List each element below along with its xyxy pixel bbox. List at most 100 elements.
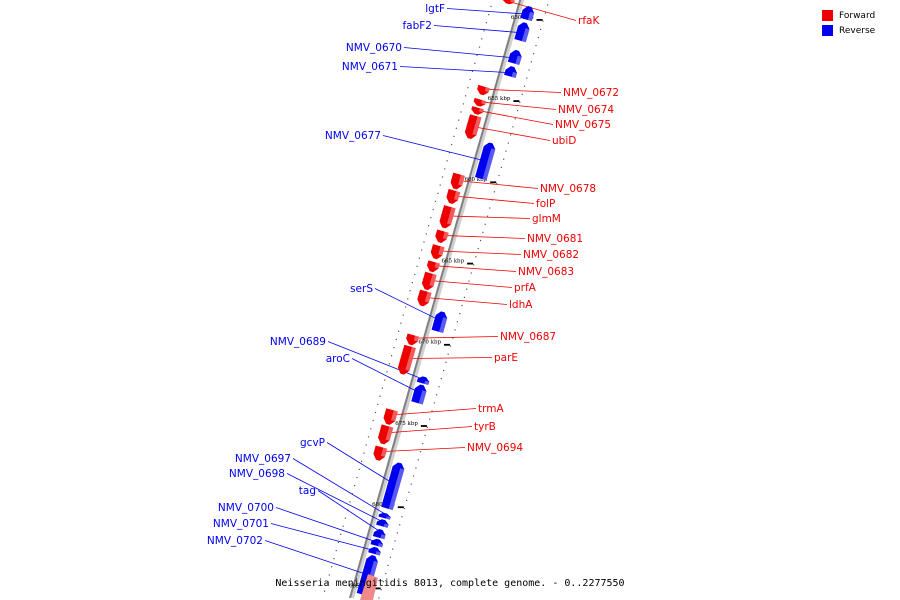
gene-aroc-arrow[interactable]: [411, 384, 427, 405]
gene-labels: lgtF fabF2 rfaK NMV_0670 NMV_0671 NMV_0672 NMV…: [207, 3, 619, 547]
gene-arrow-body: [473, 97, 487, 107]
gene-folp-arrow[interactable]: [446, 188, 461, 204]
gene-lgtf-arrow[interactable]: [520, 6, 535, 22]
coordinate-dot: [377, 403, 379, 405]
coordinate-dot: [386, 371, 388, 373]
gene-nmv_0683-arrow[interactable]: [427, 260, 440, 273]
gene-pare-arrow[interactable]: [397, 344, 416, 375]
gene-label-nmv_0683[interactable]: NMV_0683: [518, 266, 574, 278]
gene-nmv_0672-arrow[interactable]: [477, 84, 490, 96]
gene-label-lgtf[interactable]: lgtF: [425, 3, 445, 15]
coordinate-dot: [523, 85, 526, 87]
coordinate-dot: [473, 264, 475, 266]
coordinate-dot: [351, 493, 353, 495]
gene-label-nmv_0700[interactable]: NMV_0700: [218, 502, 274, 514]
coordinate-dot: [372, 420, 374, 422]
gene-nmv_0671-arrow[interactable]: [504, 66, 517, 78]
gene-label-ubid[interactable]: ubiD: [552, 135, 576, 147]
gene-label-nmv_0675[interactable]: NMV_0675: [555, 119, 611, 131]
gene-ubid-arrow[interactable]: [464, 114, 482, 139]
gene-label-nmv_0677[interactable]: NMV_0677: [325, 130, 381, 142]
gene-label-nmv_0670[interactable]: NMV_0670: [346, 42, 402, 54]
gene-arrow-highlight: [380, 447, 388, 457]
gene-tag-arrow[interactable]: [372, 529, 386, 540]
gene-arrow-highlight: [478, 108, 484, 113]
gene-label-fabf2[interactable]: fabF2: [402, 20, 432, 32]
gene-ldha-arrow[interactable]: [417, 289, 432, 307]
gene-arrow-body: [397, 344, 416, 375]
gene-label-glmm[interactable]: glmM: [532, 213, 561, 225]
gene-arrow-body: [514, 22, 530, 43]
gene-label-nmv_0674[interactable]: NMV_0674: [558, 104, 614, 116]
gene-trma-arrow[interactable]: [383, 408, 398, 425]
gene-nmv_0700-arrow[interactable]: [370, 538, 384, 548]
coordinate-dot: [488, 14, 490, 16]
coordinate-dot: [510, 134, 512, 136]
coordinate-dot: [370, 428, 372, 430]
gene-arrow-highlight: [434, 262, 440, 269]
gene-fabf2-arrow[interactable]: [514, 22, 530, 43]
map-caption: Neisseria meningitidis 8013, complete ge…: [275, 578, 625, 589]
gene-glmm-arrow[interactable]: [439, 205, 456, 229]
gene-arrow-highlight: [472, 116, 482, 136]
gene-label-nmv_0671[interactable]: NMV_0671: [342, 61, 398, 73]
coordinate-dot: [530, 61, 532, 63]
gene-label-prfa[interactable]: prfA: [514, 282, 537, 294]
gene-label-folp[interactable]: folP: [536, 198, 555, 210]
label-leader-lines: [264, 0, 577, 578]
coordinate-dot: [463, 296, 465, 298]
gene-label-nmv_0701[interactable]: NMV_0701: [213, 518, 269, 530]
gene-prfa-arrow[interactable]: [421, 271, 437, 291]
coordinate-dot: [417, 459, 419, 461]
coordinate-dot: [342, 525, 344, 527]
gene-nmv_0687-arrow[interactable]: [406, 333, 420, 346]
gene-sers-arrow[interactable]: [431, 311, 448, 333]
gene-nmv_0678-arrow[interactable]: [450, 172, 465, 190]
gene-nmv_0675-arrow[interactable]: [471, 106, 484, 115]
gene-label-nmv_0689[interactable]: NMV_0689: [270, 336, 326, 348]
gene-nmv_0694-arrow[interactable]: [373, 445, 388, 461]
gene-label-aroc[interactable]: aroC: [326, 353, 350, 365]
gene-rfak-arrow[interactable]: [502, 0, 515, 5]
gene-nmv_0682-arrow[interactable]: [430, 244, 445, 260]
gene-label-pare[interactable]: parE: [494, 352, 518, 364]
gene-label-nmv_0678[interactable]: NMV_0678: [540, 183, 596, 195]
gene-nmv_0698-arrow[interactable]: [376, 519, 389, 528]
gene-nmv_0677-arrow[interactable]: [475, 142, 496, 181]
gene-nmv_0697-arrow[interactable]: [378, 512, 391, 520]
partial-next-gene: [360, 574, 378, 600]
gene-label-rfak[interactable]: rfaK: [578, 15, 600, 27]
gene-label-gcvp[interactable]: gcvP: [300, 437, 325, 449]
coordinate-dot: [468, 280, 470, 282]
coordinate-dot: [356, 476, 358, 479]
gene-arrow-body: [406, 333, 420, 346]
gene-label-nmv_0694[interactable]: NMV_0694: [467, 442, 523, 454]
gene-nmv_0701-arrow[interactable]: [368, 546, 381, 556]
gene-label-nmv_0687[interactable]: NMV_0687: [500, 331, 556, 343]
gene-label-nmv_0698[interactable]: NMV_0698: [229, 468, 285, 480]
gene-label-tag[interactable]: tag: [299, 485, 316, 497]
gene-label-nmv_0697[interactable]: NMV_0697: [235, 453, 291, 465]
coordinate-dot: [456, 321, 458, 323]
gene-nmv_0670-arrow[interactable]: [507, 49, 522, 65]
gene-label-nmv_0672[interactable]: NMV_0672: [563, 87, 619, 99]
gene-label-nmv_0702[interactable]: NMV_0702: [207, 535, 263, 547]
legend-item-forward: Forward: [822, 8, 892, 23]
gene-label-nmv_0682[interactable]: NMV_0682: [523, 249, 579, 261]
gene-label-nmv_0681[interactable]: NMV_0681: [527, 233, 583, 245]
gene-tyrb-arrow[interactable]: [378, 424, 394, 445]
gene-label-sers[interactable]: serS: [350, 283, 373, 295]
gene-arrow-highlight: [413, 335, 420, 342]
gene-nmv_0674-arrow[interactable]: [473, 97, 487, 107]
gene-label-trma[interactable]: trmA: [478, 403, 504, 415]
gene-label-tyrb[interactable]: tyrB: [474, 421, 496, 433]
leader-line: [406, 336, 499, 339]
gene-arrow-body: [373, 445, 388, 461]
gene-nmv_0681-arrow[interactable]: [435, 229, 449, 244]
gene-arrow-highlight: [424, 380, 430, 385]
coordinate-dot: [363, 452, 365, 454]
gene-nmv_0689-arrow[interactable]: [416, 376, 430, 385]
gene-gcvp-arrow[interactable]: [381, 462, 405, 511]
gene-label-ldha[interactable]: ldhA: [509, 299, 533, 311]
